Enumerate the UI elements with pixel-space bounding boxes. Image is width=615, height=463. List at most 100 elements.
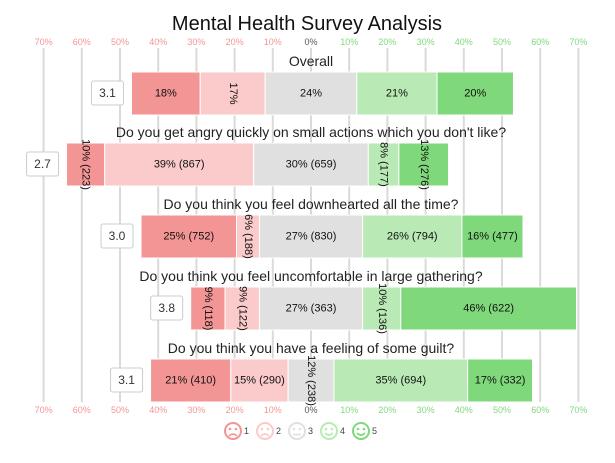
legend-label: 4 xyxy=(340,426,345,436)
x-tick-label: 50% xyxy=(493,37,511,47)
bar-segment xyxy=(333,358,469,403)
rating-5-face-icon xyxy=(352,422,370,440)
bar-label: 17% xyxy=(227,82,239,104)
bar-label: 26% (794) xyxy=(387,230,438,242)
chart-rows: Overall 3.1 18% 17% 24% 21% 20% Do you get angr… xyxy=(26,53,577,406)
x-tick-label: 20% xyxy=(226,405,244,415)
bar-label: 13% (276) xyxy=(418,139,430,190)
x-tick-label: 30% xyxy=(187,405,205,415)
x-tick-label: 30% xyxy=(417,405,435,415)
x-axis-bottom-ticks: 70% 60% 50% 40% 30% 20% 10% 0% 10% 20% 30% 40% 50% 60… xyxy=(35,405,588,415)
x-tick-label: 70% xyxy=(569,37,587,47)
bar-segment xyxy=(224,286,260,331)
bar-label: 10% (223) xyxy=(80,139,92,190)
mean-score: 2.7 xyxy=(34,157,51,171)
x-tick-label: 40% xyxy=(455,405,473,415)
mean-score-box xyxy=(26,151,60,177)
bar-segment xyxy=(66,142,106,187)
x-tick-label: 50% xyxy=(493,405,511,415)
bar-label: 16% (477) xyxy=(467,230,518,242)
bar-segment xyxy=(287,358,335,403)
x-tick-label: 60% xyxy=(73,37,91,47)
x-tick-label: 40% xyxy=(455,37,473,47)
x-tick-label: 10% xyxy=(264,405,282,415)
x-tick-label: 10% xyxy=(264,37,282,47)
bar-label: 39% (867) xyxy=(154,158,205,170)
x-tick-label: 10% xyxy=(340,37,358,47)
mean-score: 3.1 xyxy=(118,373,135,387)
mean-score: 3.0 xyxy=(109,229,126,243)
x-tick-label: 0% xyxy=(304,37,317,47)
bar-label: 10% (136) xyxy=(376,283,388,334)
likert-row: Do you think you feel uncomfortable in l… xyxy=(139,268,577,334)
rating-2-face-icon xyxy=(256,422,274,440)
bar-segment xyxy=(362,214,463,259)
bar-label: 46% (622) xyxy=(463,302,514,314)
bar-label: 35% (694) xyxy=(375,374,426,386)
x-tick-label: 10% xyxy=(340,405,358,415)
mean-score-box xyxy=(150,295,184,321)
bar-label: 20% xyxy=(464,87,486,99)
bar-segment xyxy=(461,214,524,259)
bar-label: 15% (290) xyxy=(234,374,285,386)
x-tick-label: 30% xyxy=(417,37,435,47)
mean-score-box xyxy=(90,80,124,106)
bar-label: 9% (122) xyxy=(236,286,248,331)
likert-row: Overall 3.1 18% 17% 24% 21% 20% xyxy=(90,53,514,116)
question-label: Do you think you feel uncomfortable in l… xyxy=(139,268,482,284)
bar-segment xyxy=(400,286,577,331)
bar-segment xyxy=(253,142,369,187)
rating-4-face-icon xyxy=(320,422,338,440)
bar-label: 9% (118) xyxy=(202,287,214,331)
x-tick-label: 60% xyxy=(531,405,549,415)
bar-label: 27% (363) xyxy=(286,302,337,314)
x-tick-label: 50% xyxy=(111,405,129,415)
bar-label: 25% (752) xyxy=(163,230,214,242)
likert-row: Do you think you have a feeling of some … xyxy=(110,340,534,406)
bar-segment xyxy=(190,286,226,331)
bar-label: 27% (830) xyxy=(286,230,337,242)
x-tick-label: 40% xyxy=(149,37,167,47)
question-label: Do you think you have a feeling of some … xyxy=(168,340,455,356)
bar-segment xyxy=(356,71,438,116)
legend-label: 3 xyxy=(308,426,313,436)
mean-score: 3.8 xyxy=(158,301,175,315)
x-tick-label: 0% xyxy=(304,405,317,415)
rating-3-face-icon xyxy=(288,422,306,440)
mean-score-box xyxy=(100,223,134,249)
x-tick-label: 30% xyxy=(187,37,205,47)
bar-label: 18% xyxy=(155,87,177,99)
bar-segment xyxy=(258,214,364,259)
x-tick-label: 20% xyxy=(378,37,396,47)
legend-label: 5 xyxy=(372,426,377,436)
bar-segment xyxy=(362,286,402,331)
question-label: Overall xyxy=(289,53,333,69)
x-tick-label: 20% xyxy=(226,37,244,47)
bar-label: 21% xyxy=(386,87,408,99)
question-label: Do you think you feel downhearted all th… xyxy=(164,196,459,212)
bar-label: 17% (332) xyxy=(475,374,526,386)
x-tick-label: 60% xyxy=(73,405,91,415)
mean-score-box xyxy=(110,367,144,393)
bar-segment xyxy=(436,71,514,116)
bar-segment xyxy=(264,71,358,116)
x-tick-label: 70% xyxy=(35,37,53,47)
x-tick-label: 40% xyxy=(149,405,167,415)
bar-label: 12% (238) xyxy=(305,355,317,406)
x-tick-label: 70% xyxy=(569,405,587,415)
bar-label: 30% (659) xyxy=(286,158,337,170)
likert-row: Do you think you feel downhearted all th… xyxy=(100,196,524,259)
chart-title: Mental Health Survey Analysis xyxy=(172,13,442,35)
bar-segment xyxy=(150,358,232,403)
x-tick-label: 20% xyxy=(378,405,396,415)
rating-1-face-icon xyxy=(224,422,242,440)
question-label: Do you get angry quickly on small action… xyxy=(116,124,506,140)
x-tick-label: 50% xyxy=(111,37,129,47)
mean-score: 3.1 xyxy=(99,86,116,100)
bar-label: 24% xyxy=(300,87,322,99)
bar-segment xyxy=(398,142,450,187)
bar-label: 21% (410) xyxy=(165,374,216,386)
x-tick-label: 60% xyxy=(531,37,549,47)
bar-segment xyxy=(467,358,534,403)
